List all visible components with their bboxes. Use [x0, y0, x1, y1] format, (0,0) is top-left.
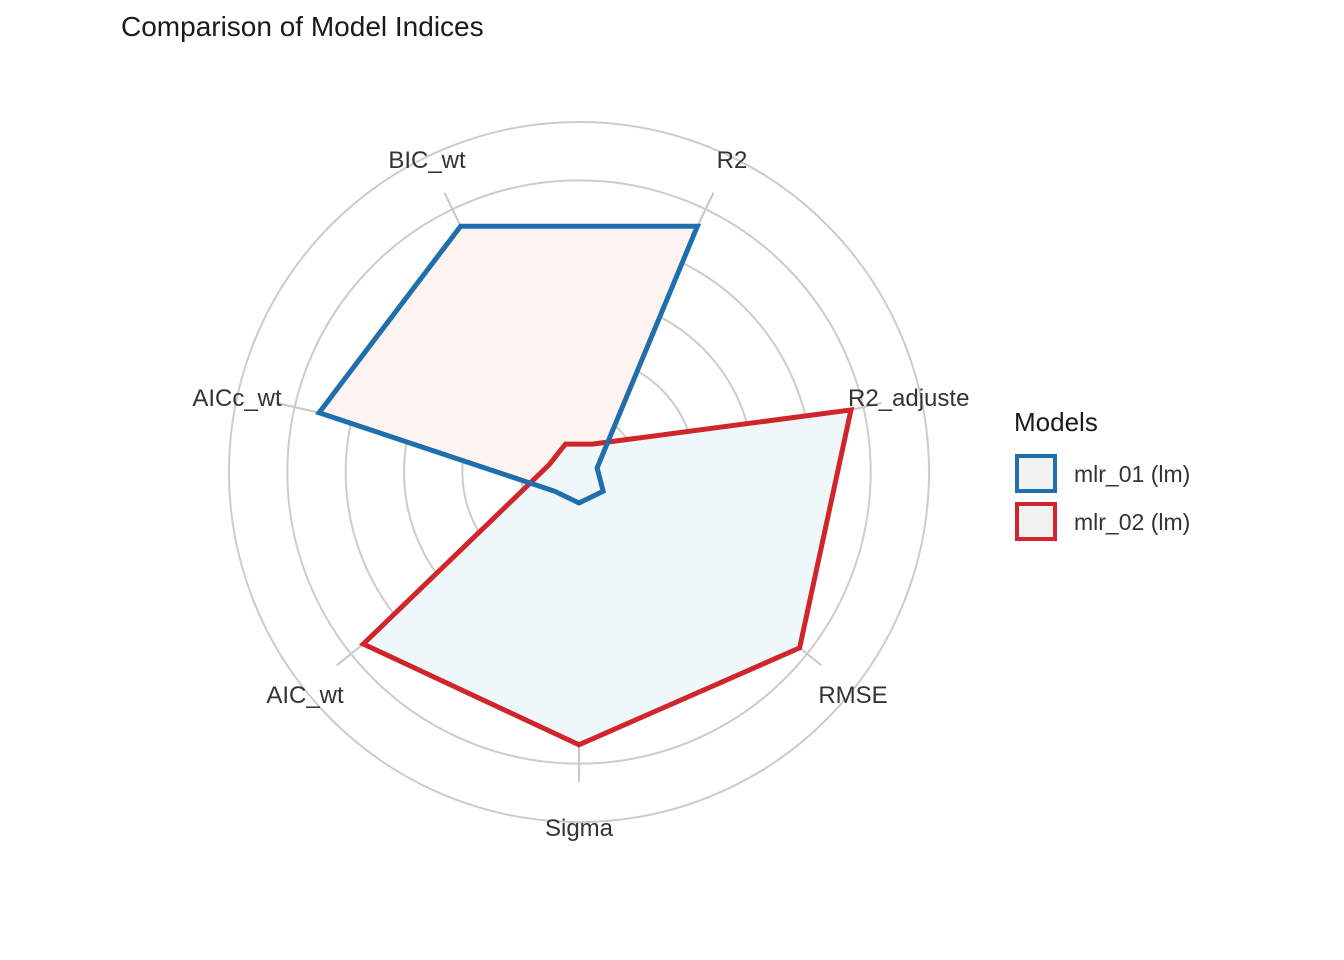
legend: Models mlr_01 (lm) mlr_02 (lm)	[1014, 407, 1190, 541]
axis-label-r2-adjusted: R2_adjuste	[848, 385, 969, 412]
series-fill-1	[319, 226, 698, 503]
legend-label-2: mlr_02 (lm)	[1074, 509, 1190, 535]
legend-label-1: mlr_01 (lm)	[1074, 461, 1190, 487]
axis-label-aicc-wt: AICc_wt	[192, 385, 282, 412]
series-fill-2	[363, 409, 851, 745]
series-line-2	[358, 406, 855, 748]
legend-title: Models	[1014, 407, 1098, 437]
series-line-1	[314, 223, 702, 506]
fill-layer	[319, 226, 851, 745]
axis-label-r2: R2	[717, 147, 748, 174]
axis-label-bic-wt: BIC_wt	[388, 147, 466, 174]
grid-ring	[228, 121, 930, 823]
legend-key-1	[1015, 454, 1057, 493]
axis-label-sigma: Sigma	[545, 815, 614, 842]
axis-label-aic-wt: AIC_wt	[266, 682, 344, 709]
axis-label-layer: R2 R2_adjuste RMSE Sigma AIC_wt AICc_wt BIC_wt	[192, 147, 969, 842]
legend-key-2	[1015, 502, 1057, 541]
chart-title: Comparison of Model Indices	[121, 11, 484, 42]
axis-label-rmse: RMSE	[818, 682, 887, 709]
line-layer	[314, 223, 855, 748]
